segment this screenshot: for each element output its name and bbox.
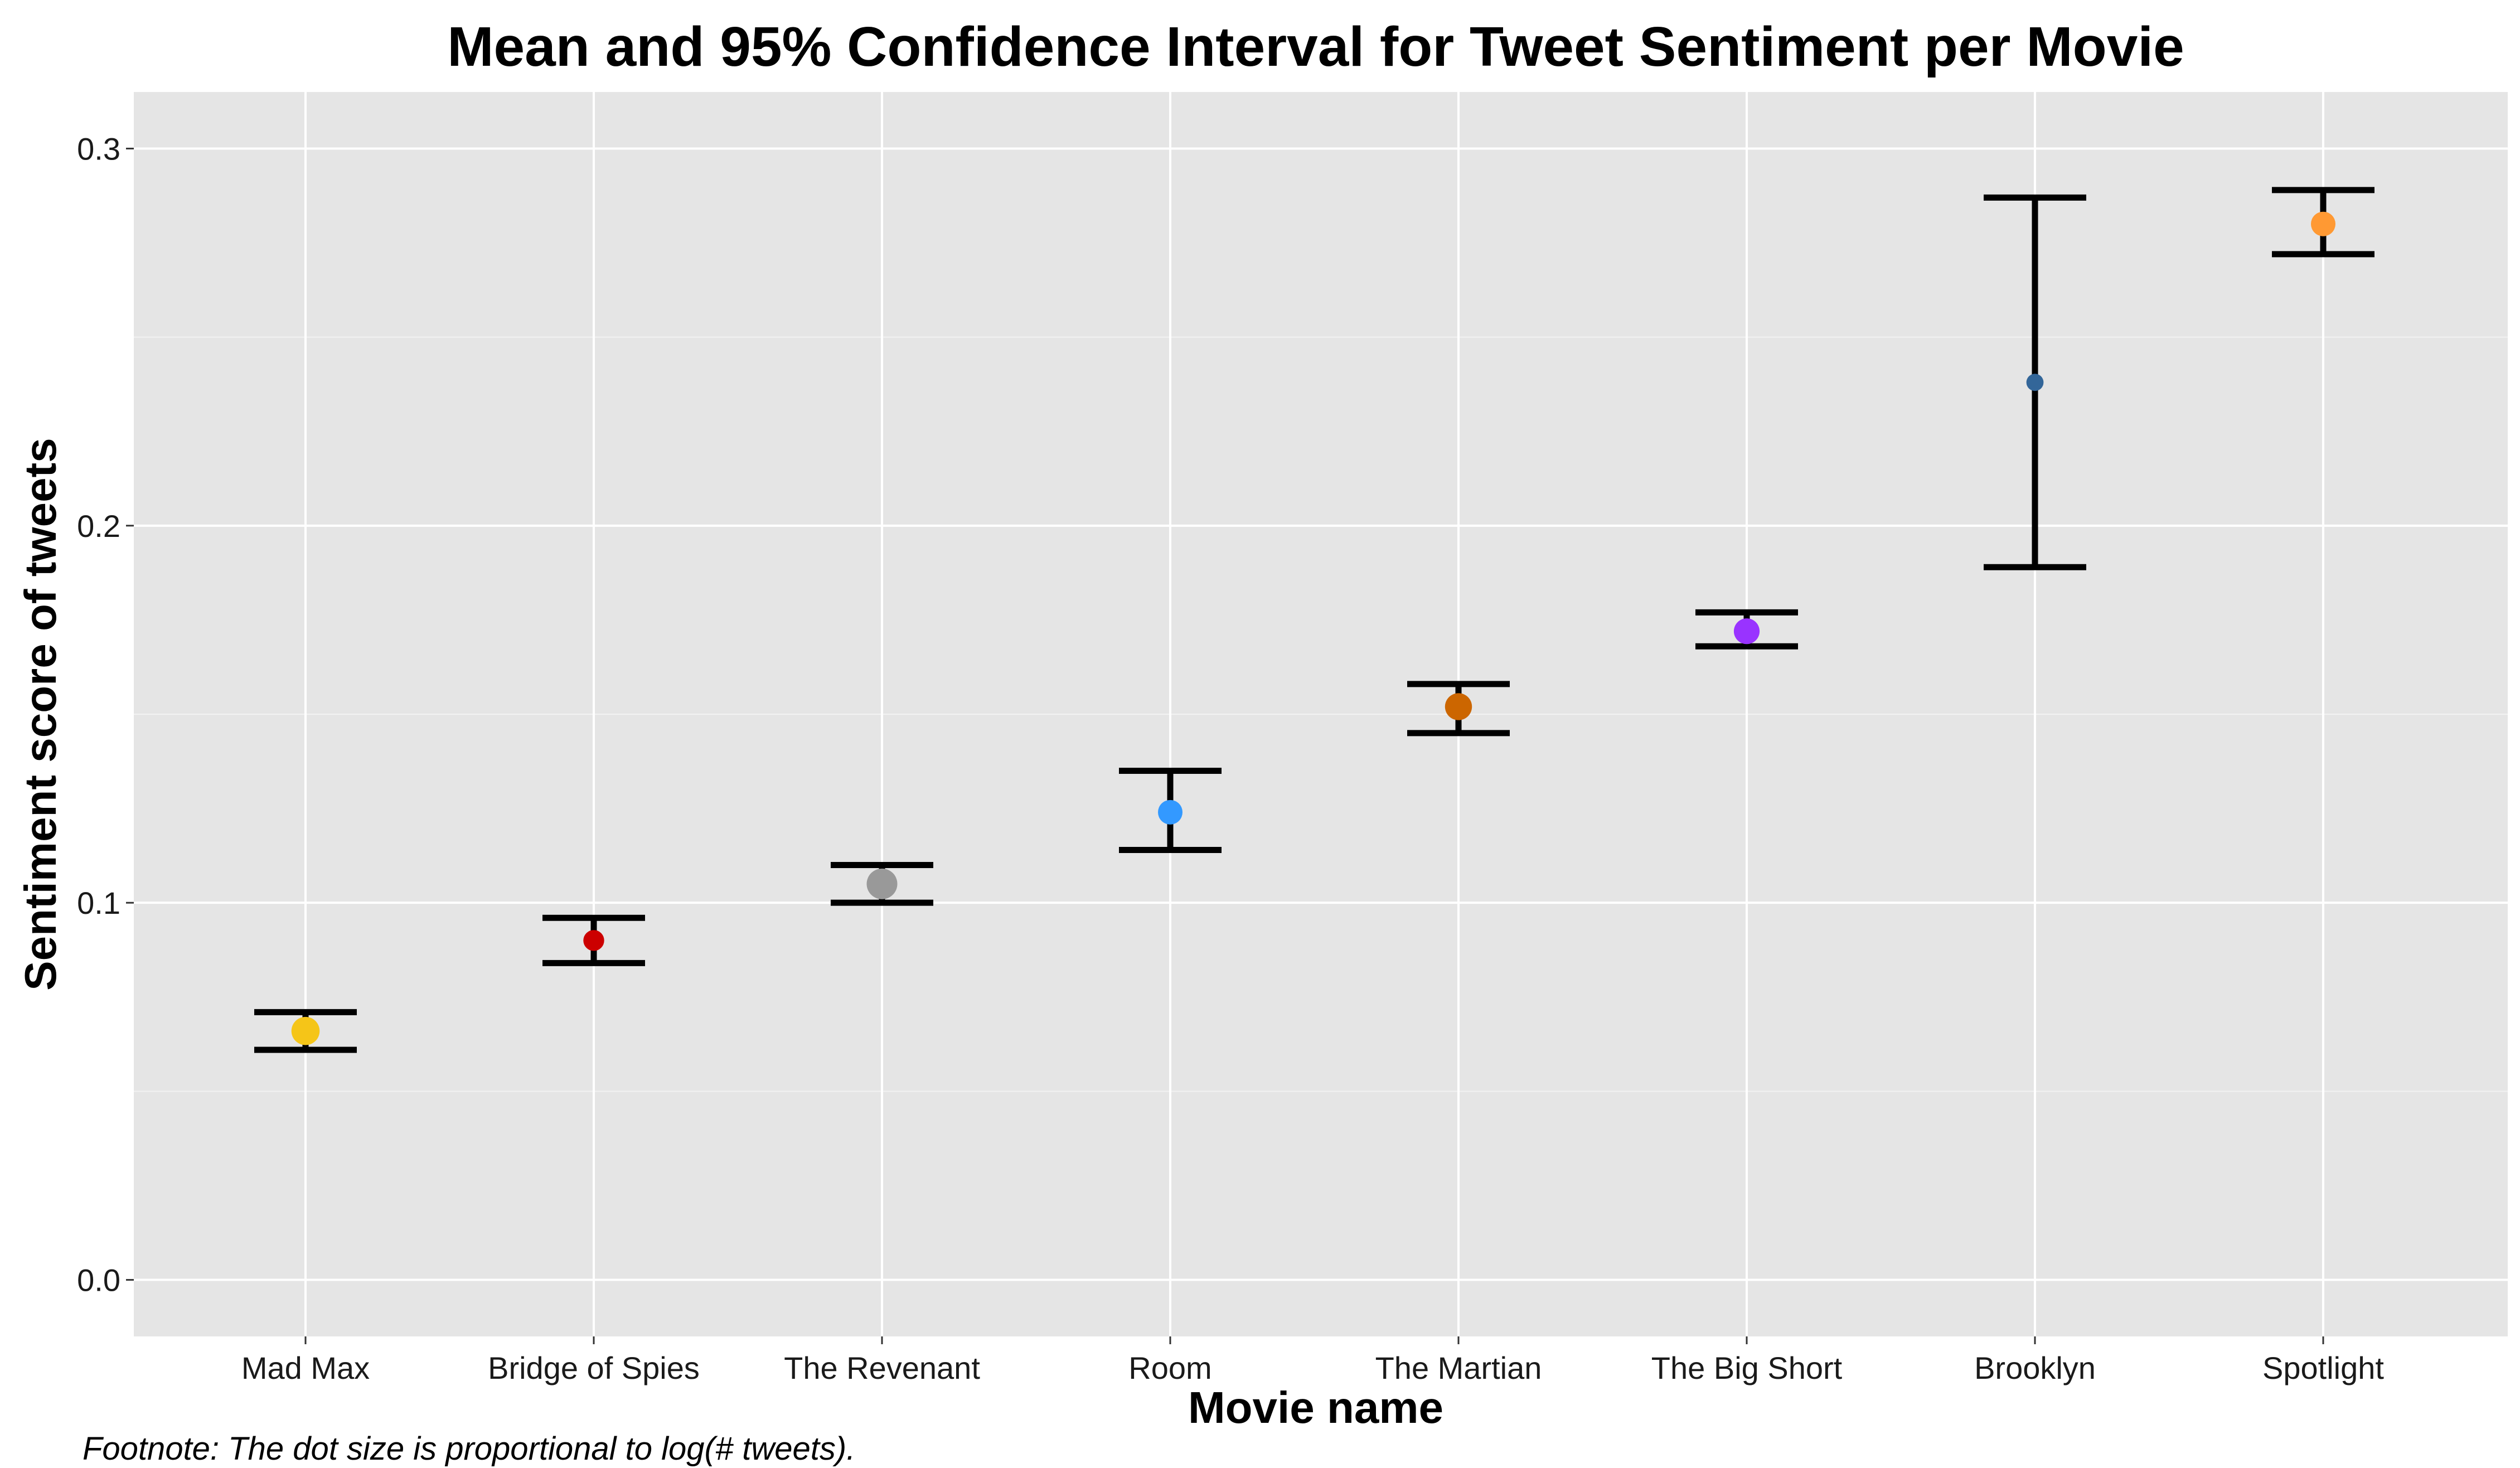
x-tick-label: The Revenant — [784, 1350, 980, 1385]
y-axis-title: Sentiment score of tweets — [16, 438, 65, 990]
x-axis-title: Movie name — [1188, 1383, 1443, 1432]
x-tick-label: The Big Short — [1651, 1350, 1843, 1385]
mean-point — [2026, 374, 2044, 391]
mean-points — [291, 211, 2335, 1045]
y-tick-label: 0.2 — [77, 508, 120, 544]
y-tick-label: 0.1 — [77, 885, 120, 920]
mean-point — [1445, 693, 1472, 720]
x-tick-label: Spotlight — [2262, 1350, 2384, 1385]
y-axis-ticks: 0.0 0.1 0.2 0.3 — [77, 131, 134, 1298]
mean-point — [583, 930, 604, 951]
y-tick-label: 0.0 — [77, 1263, 120, 1298]
mean-point — [1158, 800, 1183, 825]
footnote: Footnote: The dot size is proportional t… — [83, 1431, 855, 1467]
mean-point — [291, 1016, 320, 1045]
y-tick-label: 0.3 — [77, 131, 120, 166]
x-tick-label: Bridge of Spies — [488, 1350, 700, 1385]
mean-point — [1733, 618, 1760, 645]
x-tick-label: Mad Max — [241, 1350, 370, 1385]
x-axis-ticks: Mad Max Bridge of Spies The Revenant Room Th… — [241, 1336, 2384, 1385]
minor-gridlines — [134, 336, 2508, 1092]
mean-point — [866, 868, 898, 899]
x-tick-label: Room — [1128, 1350, 1211, 1385]
x-tick-label: The Martian — [1375, 1350, 1542, 1385]
mean-point — [2311, 211, 2335, 236]
chart-title: Mean and 95% Confidence Interval for Twe… — [447, 16, 2184, 78]
major-gridlines — [134, 92, 2508, 1336]
x-tick-label: Brooklyn — [1974, 1350, 2096, 1385]
